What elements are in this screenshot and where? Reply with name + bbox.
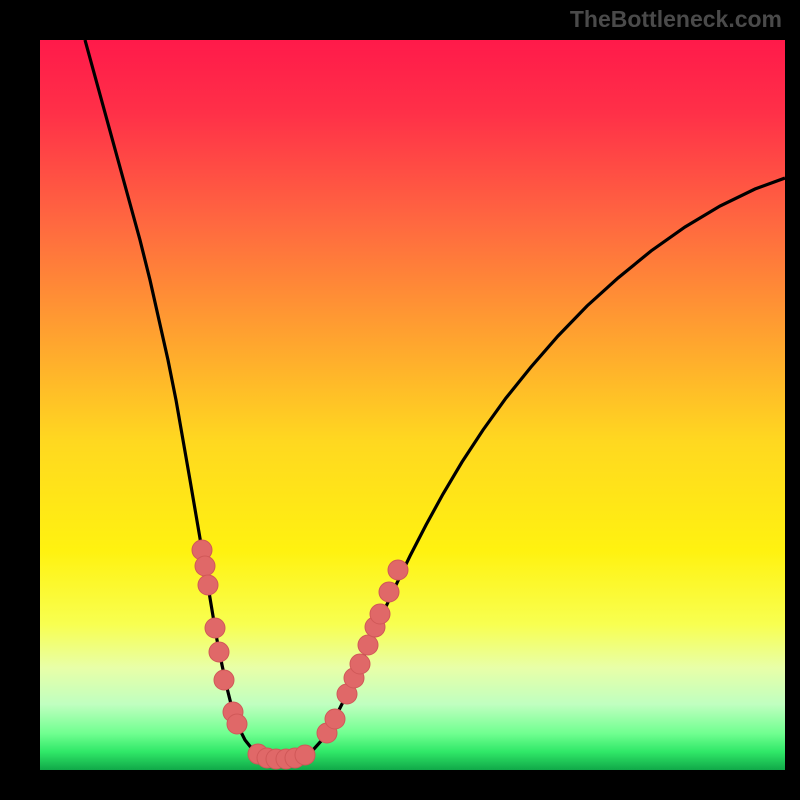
data-dot	[205, 618, 225, 638]
frame-right	[785, 0, 800, 800]
gradient-background	[40, 40, 785, 770]
data-dot	[325, 709, 345, 729]
data-dot	[370, 604, 390, 624]
data-dot	[358, 635, 378, 655]
data-dot	[214, 670, 234, 690]
data-dot	[209, 642, 229, 662]
watermark-text: TheBottleneck.com	[570, 6, 782, 33]
data-dot	[195, 556, 215, 576]
plot-svg	[40, 40, 785, 770]
plot-area	[40, 40, 785, 770]
data-dot	[295, 745, 315, 765]
data-dot	[227, 714, 247, 734]
data-dot	[388, 560, 408, 580]
frame-left	[0, 0, 40, 800]
data-dot	[198, 575, 218, 595]
data-dot	[379, 582, 399, 602]
data-dot	[350, 654, 370, 674]
frame-bottom	[0, 770, 800, 800]
